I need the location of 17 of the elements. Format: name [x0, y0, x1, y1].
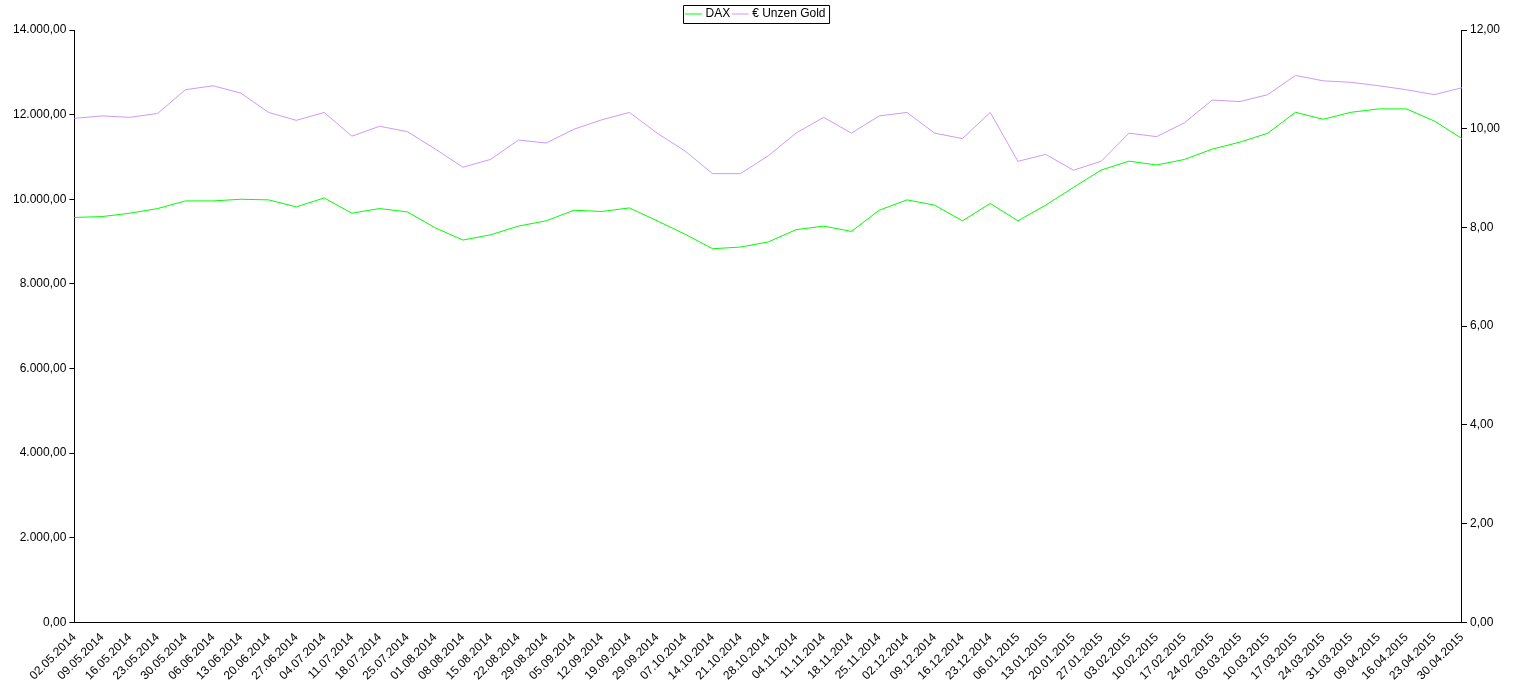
y-tick-label: 6.000,00 — [19, 360, 67, 375]
y-tick-label: 10.000,00 — [12, 191, 67, 206]
y-tick-label: 12.000,00 — [12, 106, 67, 121]
y2-tick-label: 2,00 — [1469, 515, 1494, 530]
y-tick-label: 0,00 — [43, 614, 67, 629]
y2-tick-label: 0,00 — [1469, 614, 1494, 629]
legend-label: € Unzen Gold — [752, 6, 826, 21]
y2-tick-label: 6,00 — [1469, 318, 1494, 333]
y2-tick-label: 12,00 — [1469, 22, 1501, 37]
y-tick-label: 2.000,00 — [19, 530, 67, 545]
y2-tick-label: 4,00 — [1469, 417, 1494, 432]
y-tick-label: 8.000,00 — [19, 276, 67, 291]
y2-tick-label: 10,00 — [1469, 121, 1501, 136]
legend-label: DAX — [705, 6, 731, 21]
y-tick-label: 14.000,00 — [12, 22, 67, 37]
y-tick-label: 4.000,00 — [19, 445, 67, 460]
y2-tick-label: 8,00 — [1469, 219, 1494, 234]
